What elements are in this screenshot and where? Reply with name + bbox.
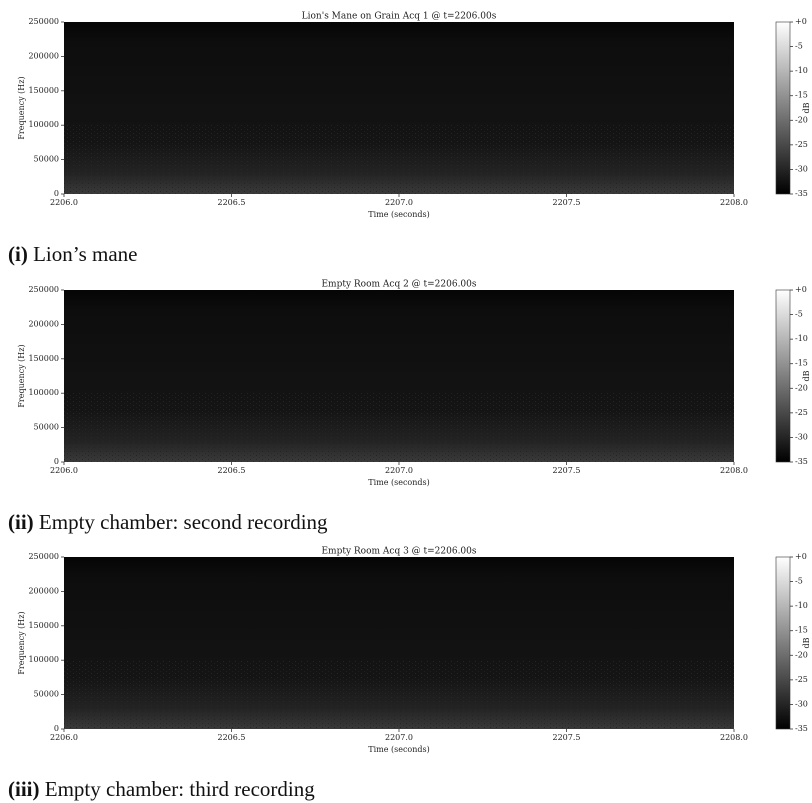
- colorbar-tick-label: +0: [795, 285, 807, 294]
- caption: (i) Lion’s mane: [8, 242, 137, 266]
- colorbar-tick-label: -20: [795, 650, 808, 659]
- colorbar: [775, 21, 791, 195]
- colorbar-tick-label: -5: [795, 310, 803, 319]
- colorbar-tick-label: -5: [795, 577, 803, 586]
- caption-text: Empty chamber: third recording: [45, 777, 315, 801]
- x-tick-label: 2208.0: [720, 466, 748, 475]
- colorbar-tick-label: -15: [795, 91, 808, 100]
- colorbar-tick-label: -35: [795, 724, 808, 733]
- x-tick-label: 2207.5: [553, 198, 581, 207]
- y-tick-label: 250000: [28, 17, 59, 26]
- x-tick-label: 2206.0: [50, 198, 78, 207]
- y-tick-label: 200000: [28, 586, 59, 595]
- x-tick-label: 2207.0: [385, 733, 413, 742]
- colorbar-tick-label: -5: [795, 42, 803, 51]
- chart-title: Empty Room Acq 2 @ t=2206.00s: [321, 280, 476, 290]
- y-tick-label: 200000: [28, 51, 59, 60]
- colorbar-tick-label: +0: [795, 552, 807, 561]
- chart-title: Empty Room Acq 3 @ t=2206.00s: [321, 547, 476, 557]
- y-tick-label: 50000: [34, 155, 59, 164]
- colorbar-tick-label: -35: [795, 189, 808, 198]
- x-tick-label: 2206.5: [218, 198, 246, 207]
- y-tick-label: 0: [54, 724, 59, 733]
- y-tick-label: 0: [54, 189, 59, 198]
- chart-title: Lion's Mane on Grain Acq 1 @ t=2206.00s: [302, 12, 497, 22]
- caption-label: (iii): [8, 777, 40, 801]
- colorbar-tick-label: -30: [795, 164, 808, 173]
- colorbar-tick-label: -15: [795, 626, 808, 635]
- y-axis-label: Frequency (Hz): [17, 611, 26, 674]
- caption-text: Lion’s mane: [33, 242, 137, 266]
- x-axis-label: Time (seconds): [368, 745, 430, 754]
- y-tick-label: 0: [54, 457, 59, 466]
- x-tick-label: 2206.5: [218, 466, 246, 475]
- colorbar: [775, 289, 791, 463]
- colorbar-label: dB: [802, 370, 811, 381]
- y-tick-label: 150000: [28, 86, 59, 95]
- y-tick-label: 100000: [28, 655, 59, 664]
- colorbar-tick-label: -10: [795, 334, 808, 343]
- y-tick-label: 100000: [28, 120, 59, 129]
- y-tick-label: 50000: [34, 690, 59, 699]
- x-tick-label: 2208.0: [720, 198, 748, 207]
- y-tick-label: 50000: [34, 423, 59, 432]
- caption-label: (ii): [8, 510, 34, 534]
- caption: (iii) Empty chamber: third recording: [8, 777, 315, 801]
- colorbar-tick-label: -25: [795, 140, 808, 149]
- x-tick-label: 2206.0: [50, 733, 78, 742]
- x-tick-label: 2207.0: [385, 466, 413, 475]
- colorbar-tick-label: -25: [795, 408, 808, 417]
- spectrogram-texture: [64, 393, 734, 462]
- colorbar-tick-label: -10: [795, 66, 808, 75]
- caption-text: Empty chamber: second recording: [39, 510, 328, 534]
- y-axis-label: Frequency (Hz): [17, 344, 26, 407]
- spectrogram-texture: [64, 660, 734, 729]
- colorbar-label: dB: [802, 102, 811, 113]
- caption-label: (i): [8, 242, 28, 266]
- colorbar-tick-label: -10: [795, 601, 808, 610]
- colorbar-tick-label: +0: [795, 17, 807, 26]
- x-tick-label: 2206.0: [50, 466, 78, 475]
- colorbar-tick-label: -25: [795, 675, 808, 684]
- spectrogram-texture: [64, 125, 734, 194]
- x-axis-label: Time (seconds): [368, 478, 430, 487]
- y-tick-label: 150000: [28, 354, 59, 363]
- y-tick-label: 250000: [28, 552, 59, 561]
- colorbar-tick-label: -20: [795, 115, 808, 124]
- y-tick-label: 200000: [28, 319, 59, 328]
- colorbar-tick-label: -30: [795, 699, 808, 708]
- colorbar-tick-label: -35: [795, 457, 808, 466]
- x-tick-label: 2207.5: [553, 733, 581, 742]
- x-tick-label: 2208.0: [720, 733, 748, 742]
- y-axis-label: Frequency (Hz): [17, 76, 26, 139]
- y-tick-label: 250000: [28, 285, 59, 294]
- caption: (ii) Empty chamber: second recording: [8, 510, 328, 534]
- x-tick-label: 2207.0: [385, 198, 413, 207]
- x-tick-label: 2206.5: [218, 733, 246, 742]
- x-axis-label: Time (seconds): [368, 210, 430, 219]
- colorbar-tick-label: -20: [795, 383, 808, 392]
- colorbar-label: dB: [802, 637, 811, 648]
- colorbar-tick-label: -15: [795, 359, 808, 368]
- y-tick-label: 100000: [28, 388, 59, 397]
- x-tick-label: 2207.5: [553, 466, 581, 475]
- colorbar-tick-label: -30: [795, 432, 808, 441]
- colorbar: [775, 556, 791, 730]
- y-tick-label: 150000: [28, 621, 59, 630]
